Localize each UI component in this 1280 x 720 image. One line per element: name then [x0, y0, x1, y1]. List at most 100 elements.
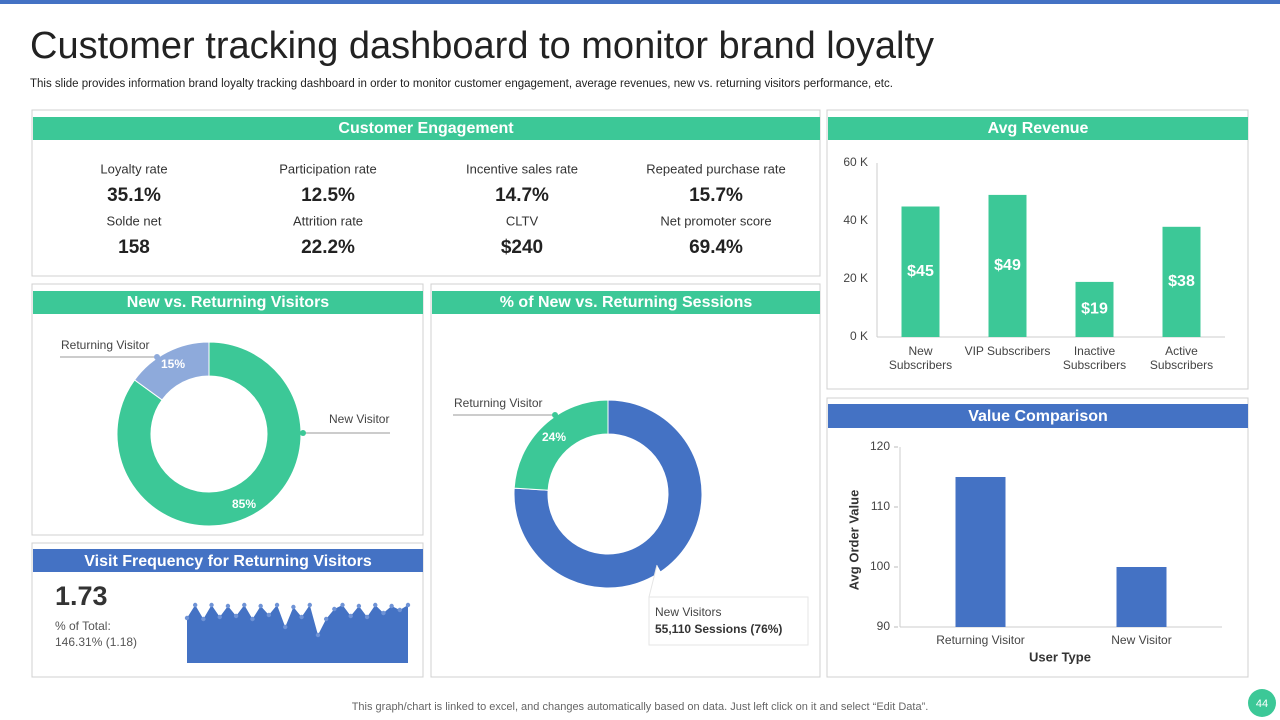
panel-title: Visit Frequency for Returning Visitors	[84, 553, 372, 570]
x-tick-label: New Visitor	[1111, 633, 1172, 647]
bar	[1162, 226, 1201, 337]
segment-label: 85%	[232, 497, 256, 511]
metric-value: 22.2%	[301, 237, 355, 258]
area-marker	[373, 602, 378, 608]
bar-label: $19	[1081, 301, 1108, 318]
metric-value: 35.1%	[107, 185, 161, 206]
x-tick-label: Active Subscribers	[1149, 344, 1214, 372]
area-marker	[274, 602, 280, 608]
leader-dot	[300, 430, 306, 436]
donut-segment	[513, 399, 609, 491]
x-tick-label: VIP Subscribers	[964, 344, 1051, 358]
panel-title: Avg Revenue	[988, 120, 1089, 137]
y-tick-label: 100	[870, 559, 890, 573]
area-marker	[356, 603, 362, 609]
area-marker	[397, 607, 403, 613]
segment-name: New Visitor	[329, 412, 389, 426]
metric-value: 15.7%	[689, 185, 743, 206]
kpi-detail: 146.31% (1.18)	[55, 635, 137, 649]
area-marker	[381, 610, 386, 616]
area-marker	[258, 603, 263, 609]
metric-label: Attrition rate	[293, 213, 363, 228]
panel-header	[33, 291, 423, 314]
panel-header	[33, 549, 423, 572]
area-marker	[217, 614, 222, 620]
bar	[901, 206, 940, 337]
area-marker	[348, 613, 353, 619]
bar	[988, 194, 1027, 337]
metric-value: $240	[501, 237, 543, 258]
metric-label: Loyalty rate	[100, 161, 167, 176]
y-tick-label: 40 K	[843, 213, 868, 227]
area-marker	[233, 613, 239, 619]
title: Customer tracking dashboard to monitor b…	[30, 25, 934, 67]
x-tick-label-box: New Visitor	[1111, 633, 1172, 647]
metric-value: 69.4%	[689, 237, 743, 258]
bar	[955, 477, 1006, 627]
comparison-panel	[826, 397, 1249, 678]
leader-dot	[154, 354, 160, 360]
kpi-value: 1.73	[55, 581, 108, 611]
area-marker	[405, 602, 411, 608]
metric-label: CLTV	[506, 213, 539, 228]
area-marker	[364, 614, 370, 620]
metric-value: 158	[118, 237, 150, 258]
x-tick-label: Returning Visitor	[936, 633, 1025, 647]
x-tick-label: New Subscribers	[888, 344, 953, 372]
footer-note: This graph/chart is linked to excel, and…	[352, 701, 929, 713]
y-tick-label: 60 K	[843, 155, 868, 169]
area-marker	[307, 602, 312, 608]
bar	[1116, 567, 1167, 627]
panel-header	[432, 291, 820, 314]
area-marker	[332, 606, 337, 612]
segment-name: Returning Visitor	[61, 338, 150, 352]
callout-title: New Visitors	[655, 605, 721, 619]
top-bar	[0, 0, 1280, 4]
donut-segment	[116, 341, 302, 527]
panel-title: New vs. Returning Visitors	[127, 294, 330, 311]
area-marker	[389, 603, 394, 609]
bar-label: $49	[994, 257, 1021, 274]
x-axis-title: User Type	[1029, 649, 1091, 664]
metric-value: 14.7%	[495, 185, 549, 206]
x-tick-label-box: Active Subscribers	[1149, 344, 1214, 372]
donut-segment	[133, 341, 210, 401]
metric-label: Solde net	[107, 213, 162, 228]
area	[187, 605, 408, 663]
callout-detail: 55,110 Sessions (76%)	[655, 622, 782, 636]
panel-title: Customer Engagement	[338, 120, 514, 137]
segment-label: 15%	[161, 357, 185, 371]
area-marker	[291, 604, 296, 610]
x-tick-label-box: New Subscribers	[888, 344, 953, 372]
area-marker	[266, 612, 272, 618]
y-tick-label: 20 K	[843, 271, 868, 285]
panel-header	[33, 117, 820, 140]
page-badge	[1248, 689, 1276, 717]
area-marker	[340, 602, 345, 608]
x-tick-label-box: VIP Subscribers	[964, 344, 1051, 358]
area-marker	[283, 624, 288, 630]
x-tick-label-box: Returning Visitor	[936, 633, 1025, 647]
panel-title: Value Comparison	[968, 408, 1108, 425]
page-number: 44	[1256, 698, 1268, 710]
segment-label: 24%	[542, 430, 566, 444]
area-marker	[225, 603, 231, 609]
callout-box	[648, 564, 809, 646]
area-marker	[209, 602, 214, 608]
y-tick-label: 110	[871, 499, 890, 513]
metric-label: Repeated purchase rate	[646, 161, 785, 176]
bar-label: $38	[1168, 273, 1195, 290]
x-tick-label-box: Inactive Subscribers	[1062, 344, 1127, 372]
area-marker	[315, 632, 321, 638]
panel-header	[828, 404, 1248, 428]
leader-dot	[552, 412, 558, 418]
metric-label: Net promoter score	[660, 213, 771, 228]
bar	[1075, 281, 1114, 337]
x-tick-label: Inactive Subscribers	[1062, 344, 1127, 372]
bar-label: $45	[907, 263, 934, 280]
panel-header	[828, 117, 1248, 140]
metric-label: Incentive sales rate	[466, 161, 578, 176]
area-marker	[192, 602, 198, 608]
